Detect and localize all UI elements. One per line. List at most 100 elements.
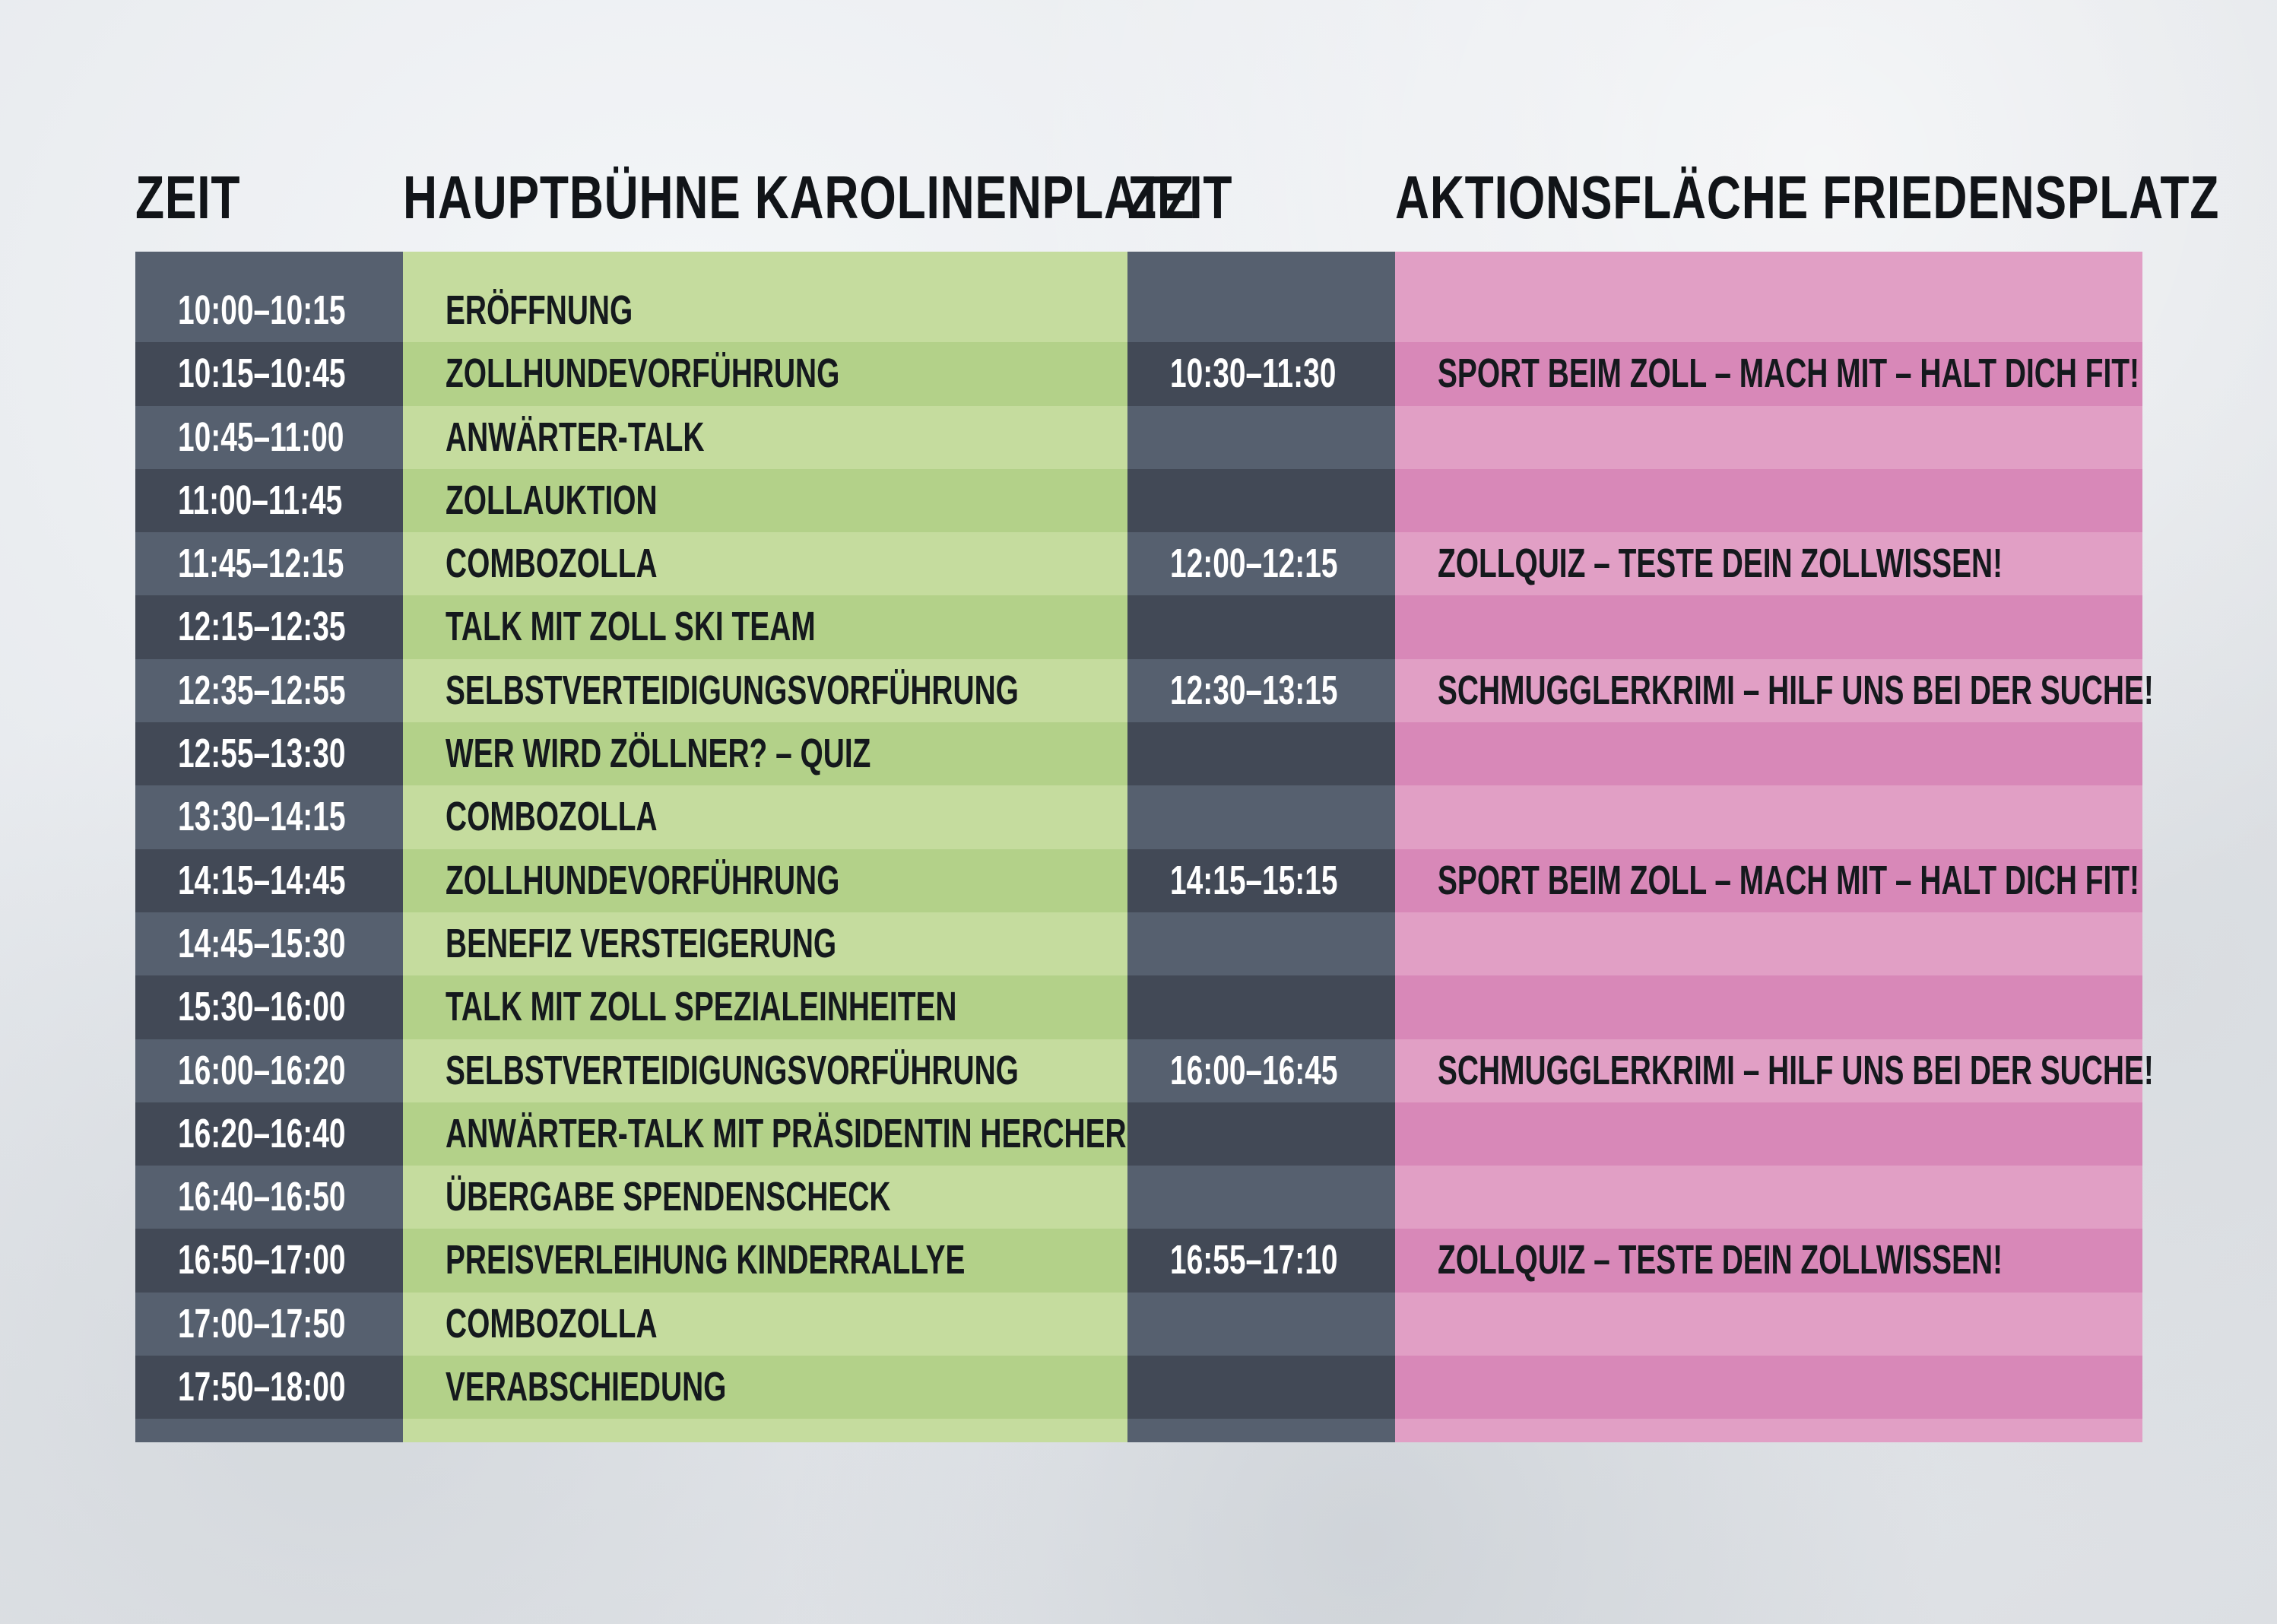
table-row: 16:40–16:50 ÜBERGABE SPENDENSCHECK [135,1166,2142,1229]
header-zeit-main-stage: ZEIT [135,163,241,231]
action-area-time-cell: 10:30–11:30 [1127,342,1395,406]
table-row: 12:35–12:55 SELBSTVERTEIDIGUNGSVORFÜHRUNG… [135,658,2154,723]
main-stage-program-cell: SELBSTVERTEIDIGUNGSVORFÜHRUNG [403,658,1127,723]
table-row: 10:15–10:45 ZOLLHUNDEVORFÜHRUNG 10:30–11:3… [135,342,2142,406]
action-area-program: ZOLLQUIZ – TESTE DEIN ZOLLWISSEN! [1438,1237,2003,1283]
main-stage-time: 14:45–15:30 [178,920,346,966]
action-area-program-cell [1395,405,2142,469]
main-stage-time-cell: 14:45–15:30 [135,912,403,976]
table-row: 11:00–11:45 ZOLLAUKTION [135,468,2142,533]
action-area-program: SCHMUGGLERKRIMI – HILF UNS BEI DER SUCHE… [1438,667,2154,713]
main-stage-program: BENEFIZ VERSTEIGERUNG [446,920,837,966]
main-stage-program-cell: ZOLLHUNDEVORFÜHRUNG [403,848,1127,912]
main-stage-time: 10:00–10:15 [178,287,346,333]
action-area-time-cell [1127,975,1395,1039]
main-stage-time-cell: 16:20–16:40 [135,1102,403,1166]
table-row: 14:45–15:30 BENEFIZ VERSTEIGERUNG [135,912,2142,976]
main-stage-time: 16:00–16:20 [178,1047,346,1093]
main-stage-program: ZOLLHUNDEVORFÜHRUNG [446,350,840,397]
main-stage-program: ZOLLAUKTION [446,477,658,523]
main-stage-program: ANWÄRTER-TALK [446,414,705,460]
main-stage-time: 16:20–16:40 [178,1110,346,1156]
main-stage-program-cell: PREISVERLEIHUNG KINDERRALLYE [403,1229,1127,1293]
main-stage-time: 17:50–18:00 [178,1364,346,1410]
main-stage-program-cell: SELBSTVERTEIDIGUNGSVORFÜHRUNG [403,1039,1127,1102]
main-stage-time: 11:45–12:15 [178,541,344,587]
action-area-program-cell [1395,975,2142,1039]
action-area-program-cell [1395,1166,2142,1229]
main-stage-program: TALK MIT ZOLL SKI TEAM [446,604,816,650]
main-stage-program: PREISVERLEIHUNG KINDERRALLYE [446,1237,966,1283]
main-stage-time: 12:55–13:30 [178,731,346,777]
action-area-program-cell: SPORT BEIM ZOLL – MACH MIT – HALT DICH F… [1395,342,2142,406]
main-stage-time: 16:40–16:50 [178,1174,346,1220]
action-area-time: 12:00–12:15 [1170,541,1338,587]
action-area-program: SPORT BEIM ZOLL – MACH MIT – HALT DICH F… [1438,857,2140,903]
action-area-program-cell: ZOLLQUIZ – TESTE DEIN ZOLLWISSEN! [1395,532,2142,596]
action-area-time-cell [1127,595,1395,659]
action-area-time-cell [1127,279,1395,343]
main-stage-time-cell: 12:15–12:35 [135,595,403,659]
table-row: 12:55–13:30 WER WIRD ZÖLLNER? – QUIZ [135,722,2142,786]
action-area-program-cell [1395,1102,2142,1166]
table-row: 17:00–17:50 COMBOZOLLA [135,1292,2142,1356]
main-stage-program: SELBSTVERTEIDIGUNGSVORFÜHRUNG [446,667,1019,713]
main-stage-program: WER WIRD ZÖLLNER? – QUIZ [446,731,871,777]
action-area-time-cell: 14:15–15:15 [1127,848,1395,912]
action-area-time-cell [1127,1356,1395,1419]
action-area-time-cell [1127,1102,1395,1166]
main-stage-program-cell: WER WIRD ZÖLLNER? – QUIZ [403,722,1127,786]
action-area-program-cell [1395,912,2142,976]
action-area-time-cell [1127,1166,1395,1229]
table-row: 13:30–14:15 COMBOZOLLA [135,785,2142,849]
action-area-program-cell [1395,722,2142,786]
action-area-time-cell [1127,912,1395,976]
action-area-time-cell [1127,405,1395,469]
schedule-rows: 10:00–10:15 ERÖFFNUNG 10:15–10:45 ZOLLHUNDE… [135,279,2154,1419]
main-stage-time: 12:35–12:55 [178,667,346,713]
main-stage-time-cell: 13:30–14:15 [135,785,403,849]
main-stage-time: 10:15–10:45 [178,350,346,397]
main-stage-program: COMBOZOLLA [446,541,658,587]
main-stage-program: ERÖFFNUNG [446,287,633,333]
table-row: 17:50–18:00 VERABSCHIEDUNG [135,1356,2142,1419]
main-stage-time-cell: 11:45–12:15 [135,532,403,596]
main-stage-time: 15:30–16:00 [178,984,346,1030]
action-area-time-cell: 12:30–13:15 [1127,658,1395,723]
action-area-program-cell: ZOLLQUIZ – TESTE DEIN ZOLLWISSEN! [1395,1229,2142,1293]
schedule-table: 10:00–10:15 ERÖFFNUNG 10:15–10:45 ZOLLHUNDE… [135,252,2154,1442]
table-row: 10:00–10:15 ERÖFFNUNG [135,279,2142,343]
main-stage-time-cell: 12:35–12:55 [135,658,403,723]
main-stage-program: SELBSTVERTEIDIGUNGSVORFÜHRUNG [446,1047,1019,1093]
action-area-program: SCHMUGGLERKRIMI – HILF UNS BEI DER SUCHE… [1438,1047,2154,1093]
main-stage-time-cell: 15:30–16:00 [135,975,403,1039]
table-row: 14:15–14:45 ZOLLHUNDEVORFÜHRUNG 14:15–15:1… [135,848,2142,912]
action-area-program-cell: SCHMUGGLERKRIMI – HILF UNS BEI DER SUCHE… [1395,658,2154,723]
table-row: 10:45–11:00 ANWÄRTER-TALK [135,405,2142,469]
action-area-program: ZOLLQUIZ – TESTE DEIN ZOLLWISSEN! [1438,541,2003,587]
main-stage-program-cell: ZOLLAUKTION [403,468,1127,533]
action-area-program-cell [1395,279,2142,343]
action-area-time-cell [1127,722,1395,786]
action-area-time: 16:00–16:45 [1170,1047,1338,1093]
main-stage-program-cell: COMBOZOLLA [403,1292,1127,1356]
main-stage-program-cell: BENEFIZ VERSTEIGERUNG [403,912,1127,976]
table-row: 16:20–16:40 ANWÄRTER-TALK MIT PRÄSIDENTIN… [135,1102,2142,1166]
action-area-time: 14:15–15:15 [1170,857,1338,903]
main-stage-time: 12:15–12:35 [178,604,346,650]
table-row: 16:50–17:00 PREISVERLEIHUNG KINDERRALLYE 1… [135,1229,2142,1293]
main-stage-time-cell: 16:50–17:00 [135,1229,403,1293]
main-stage-program-cell: ANWÄRTER-TALK MIT PRÄSIDENTIN HERCHER [403,1102,1127,1166]
main-stage-program-cell: ERÖFFNUNG [403,279,1127,343]
action-area-program-cell [1395,468,2142,533]
main-stage-program: COMBOZOLLA [446,794,658,840]
action-area-time-cell: 16:00–16:45 [1127,1039,1395,1102]
action-area-program-cell [1395,1356,2142,1419]
main-stage-program: ZOLLHUNDEVORFÜHRUNG [446,857,840,903]
action-area-time-cell: 16:55–17:10 [1127,1229,1395,1293]
table-row: 16:00–16:20 SELBSTVERTEIDIGUNGSVORFÜHRUNG… [135,1039,2154,1102]
main-stage-program-cell: TALK MIT ZOLL SKI TEAM [403,595,1127,659]
action-area-time-cell [1127,785,1395,849]
main-stage-program: ANWÄRTER-TALK MIT PRÄSIDENTIN HERCHER [446,1110,1127,1156]
main-stage-time-cell: 16:00–16:20 [135,1039,403,1102]
